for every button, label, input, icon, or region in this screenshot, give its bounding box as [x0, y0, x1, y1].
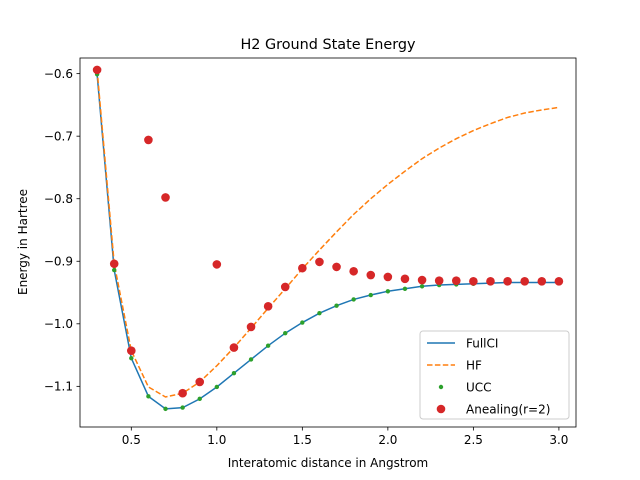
y-tick-label: −1.1 [44, 380, 73, 394]
legend-label-anealing-r-2: Anealing(r=2) [466, 402, 550, 416]
data-point-ucc [334, 303, 339, 308]
data-point-anealing-r-2 [554, 276, 564, 286]
data-point-anealing-r-2 [383, 272, 393, 282]
data-point-ucc [214, 384, 220, 390]
legend-swatch-anealing-r-2 [436, 404, 446, 414]
data-point-ucc [163, 406, 168, 412]
x-tick-label: 1.0 [207, 433, 226, 447]
x-tick-label: 0.5 [122, 433, 141, 447]
data-point-ucc [419, 284, 425, 289]
data-point-ucc [317, 310, 322, 316]
x-tick-label: 2.5 [464, 433, 483, 447]
data-point-ucc [368, 292, 373, 298]
data-point-anealing-r-2 [520, 276, 529, 286]
data-point-ucc [300, 320, 305, 325]
data-point-ucc [402, 286, 408, 291]
data-point-anealing-r-2 [366, 270, 376, 280]
x-axis-label: Interatomic distance in Angstrom [228, 456, 429, 470]
x-axis: 0.5 1.0 1.5 2.0 2.5 3.0 [122, 427, 568, 447]
data-point-anealing-r-2 [400, 274, 410, 284]
x-tick-label: 2.0 [378, 433, 397, 447]
data-point-ucc [248, 357, 254, 362]
data-point-ucc [265, 343, 271, 348]
data-point-anealing-r-2 [280, 282, 290, 292]
y-tick-label: −1.0 [44, 317, 73, 331]
data-point-ucc [197, 396, 202, 402]
legend: FullCI HF UCC Anealing(r=2) [419, 330, 570, 420]
data-point-ucc [385, 289, 391, 294]
data-point-anealing-r-2 [469, 276, 478, 286]
plot-series [92, 65, 564, 412]
data-point-ucc [129, 356, 134, 361]
data-point-anealing-r-2 [315, 257, 324, 267]
data-point-anealing-r-2 [537, 276, 547, 286]
data-point-anealing-r-2 [417, 275, 427, 285]
y-tick-label: −0.9 [44, 255, 73, 269]
y-tick-label: −0.7 [44, 129, 73, 143]
y-axis: −1.1 −1.0 −0.9 −0.8 −0.7 −0.6 [44, 67, 80, 394]
data-point-ucc [283, 330, 288, 336]
data-point-anealing-r-2 [332, 262, 341, 272]
data-point-anealing-r-2 [349, 266, 358, 276]
series-line-fullci [96, 74, 559, 410]
data-point-anealing-r-2 [486, 276, 495, 286]
data-point-anealing-r-2 [92, 65, 102, 75]
legend-label-hf: HF [466, 358, 482, 372]
y-axis-label: Energy in Hartree [16, 189, 30, 295]
data-point-anealing-r-2 [503, 276, 512, 286]
legend-box [419, 330, 570, 420]
data-point-ucc [112, 267, 117, 273]
data-point-anealing-r-2 [144, 135, 153, 145]
x-tick-label: 3.0 [549, 433, 568, 447]
legend-label-fullci: FullCI [466, 336, 498, 350]
data-point-anealing-r-2 [127, 346, 136, 355]
data-point-anealing-r-2 [451, 276, 461, 285]
data-point-anealing-r-2 [212, 260, 222, 269]
data-point-anealing-r-2 [161, 193, 170, 202]
legend-label-ucc: UCC [466, 380, 492, 394]
data-point-anealing-r-2 [298, 263, 307, 273]
data-point-anealing-r-2 [246, 322, 256, 332]
data-point-anealing-r-2 [229, 343, 239, 352]
data-point-anealing-r-2 [109, 259, 119, 269]
x-tick-label: 1.5 [293, 433, 312, 447]
data-point-anealing-r-2 [195, 377, 205, 387]
data-point-ucc [146, 394, 151, 399]
series-line-hf [96, 69, 560, 398]
legend-swatch-ucc [438, 384, 444, 390]
y-tick-label: −0.8 [44, 192, 73, 206]
chart-title: H2 Ground State Energy [240, 37, 416, 53]
data-point-ucc [180, 405, 185, 410]
data-point-ucc [231, 371, 237, 376]
data-point-anealing-r-2 [434, 276, 444, 285]
y-tick-label: −0.6 [44, 67, 73, 81]
plot-frame [79, 57, 577, 428]
data-point-ucc [351, 297, 356, 302]
data-point-anealing-r-2 [178, 388, 187, 398]
data-point-anealing-r-2 [263, 301, 273, 311]
